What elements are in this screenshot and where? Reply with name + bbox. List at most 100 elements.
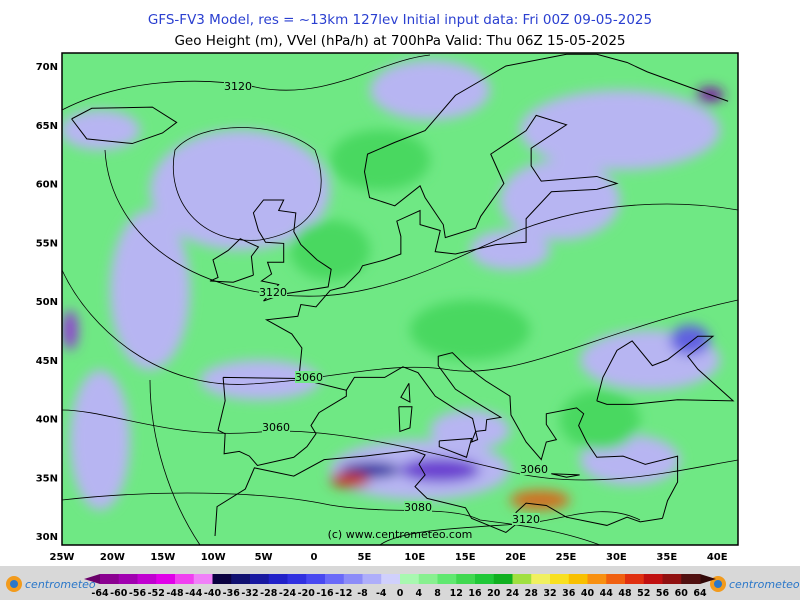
colorbar-label: -64 (91, 588, 109, 599)
logo-left: centrometeo (6, 576, 96, 592)
colorbar-label: 40 (581, 588, 595, 599)
colorbar-label: 52 (637, 588, 650, 599)
colorbar: -64 -60 -56 -52 -48 -44 -40 -36 -32 -28 -24 -20 -16-… (84, 574, 716, 599)
contour-label: 3120 (259, 286, 287, 299)
coastline (551, 473, 580, 478)
colorbar-label: 60 (675, 588, 689, 599)
colorbar-swatch (175, 574, 195, 584)
colorbar-swatch (287, 574, 307, 584)
colorbar-label: -60 (110, 588, 128, 599)
coastlines (71, 53, 735, 537)
colorbar-label: -40 (204, 588, 222, 599)
colorbar-label: 64 (693, 588, 707, 599)
contour-label-bg (512, 513, 540, 525)
colorbar-swatch (118, 574, 138, 584)
contour-label-bg (262, 421, 290, 433)
lat-label: 40N (36, 415, 58, 426)
colorbar-swatch (137, 574, 157, 584)
logo-text: centrometeo (25, 578, 96, 591)
colorbar-label: -12 (335, 588, 352, 599)
contour-label: 3120 (512, 513, 540, 526)
coastline (264, 53, 729, 379)
colorbar-swatch (625, 574, 645, 584)
lon-label: 25W (50, 552, 75, 563)
colorbar-swatch (381, 574, 401, 584)
vvel-blob (670, 325, 710, 355)
vvel-blob (110, 210, 190, 370)
header-line2: Geo Height (m), VVel (hPa/h) at 700hPa V… (174, 33, 625, 49)
vvel-blob (62, 110, 140, 150)
vvel-blob (520, 90, 720, 170)
vvel-blob (70, 370, 130, 510)
lat-label: 50N (36, 297, 58, 308)
vvel-blob (400, 458, 480, 482)
colorbar-label: -32 (241, 588, 258, 599)
lon-label: 5E (358, 552, 372, 563)
colorbar-label: -24 (279, 588, 297, 599)
colorbar-label: 36 (562, 588, 576, 599)
vvel-blob (500, 160, 620, 240)
map-area: 3120 3120 3060 3060 3060 3080 3120 (c) www.cen… (62, 53, 738, 545)
colorbar-swatch (568, 574, 588, 584)
colorbar-label: -52 (148, 588, 165, 599)
colorbar-label: -20 (298, 588, 316, 599)
contour-label: 3120 (224, 80, 252, 93)
contour-label: 3080 (404, 501, 432, 514)
logo-right: centrometeo (710, 576, 800, 592)
colorbar-label: 48 (618, 588, 632, 599)
colorbar-swatch (400, 574, 420, 584)
vvel-blob (410, 300, 530, 360)
colorbar-label: -8 (357, 588, 368, 599)
colorbar-swatch (475, 574, 495, 584)
colorbar-label: 44 (600, 588, 614, 599)
colorbar-label: 24 (506, 588, 520, 599)
colorbar-swatch (550, 574, 570, 584)
vvel-field (62, 60, 724, 510)
colorbar-swatch (325, 574, 345, 584)
coastline (252, 199, 332, 302)
lon-label: 15W (150, 552, 175, 563)
colorbar-swatch (512, 574, 532, 584)
vvel-blob (290, 220, 370, 280)
coastline (345, 352, 679, 519)
lat-label: 65N (36, 121, 58, 132)
colorbar-swatch (362, 574, 382, 584)
colorbar-arrow-right (700, 574, 716, 584)
lon-label: 20E (505, 552, 526, 563)
lat-label: 45N (36, 356, 58, 367)
height-contours (62, 54, 738, 545)
lon-label: 10W (201, 552, 226, 563)
lat-label: 70N (36, 62, 58, 73)
coastline (596, 335, 735, 405)
colorbar-swatch (268, 574, 288, 584)
colorbar-label: -56 (129, 588, 147, 599)
colorbar-swatch (662, 574, 682, 584)
colorbar-label: -36 (223, 588, 241, 599)
lon-label: 20W (100, 552, 125, 563)
lon-label: 40E (707, 552, 728, 563)
colorbar-label: 28 (525, 588, 539, 599)
colorbar-label: 56 (656, 588, 670, 599)
coastline (214, 449, 663, 537)
colorbar-label: 12 (450, 588, 463, 599)
colorbar-label: -4 (376, 588, 387, 599)
coastline (217, 376, 347, 467)
colorbar-swatch (250, 574, 270, 584)
contour-label-bg (259, 286, 287, 298)
contour-label-bg (520, 463, 548, 475)
header-line1: GFS-FV3 Model, res = ~13km 127lev Initia… (148, 12, 652, 28)
coastline (400, 383, 411, 403)
colorbar-swatch (437, 574, 457, 584)
watermark: (c) www.centrometeo.com (328, 528, 473, 541)
vvel-blob (62, 310, 78, 350)
contour-label-bg (404, 501, 432, 513)
colorbar-swatch (418, 574, 438, 584)
lon-label: 5W (255, 552, 273, 563)
contour-label: 3060 (295, 371, 323, 384)
lat-label: 55N (36, 238, 58, 249)
coastline (438, 437, 473, 458)
contour-labels: 3120 3120 3060 3060 3060 3080 3120 (224, 80, 548, 526)
vvel-blob (560, 390, 640, 450)
vvel-blob (330, 130, 430, 190)
